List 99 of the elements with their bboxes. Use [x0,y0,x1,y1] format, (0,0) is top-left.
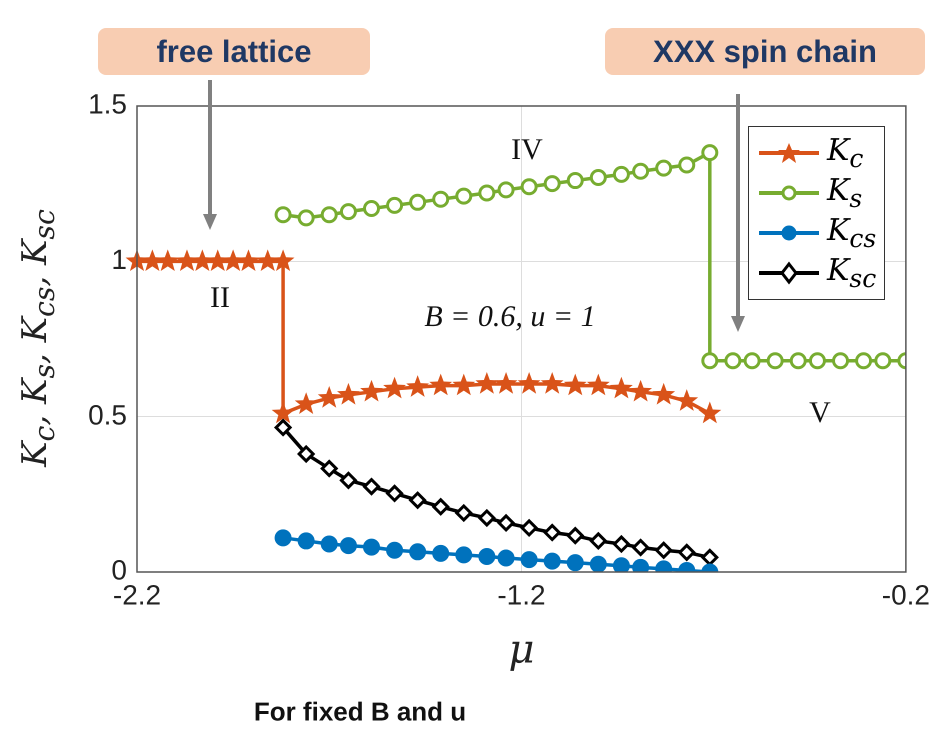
point [340,537,357,554]
point [590,532,607,550]
point [363,200,380,218]
point [340,203,357,220]
point [498,181,515,198]
point [478,509,496,526]
point [855,352,872,370]
point [678,156,696,174]
point [363,478,380,496]
point [298,209,315,226]
point [386,196,404,214]
point [612,557,630,572]
point [629,380,652,402]
point [655,160,672,177]
legend-label: K$_{s}$ [827,173,862,213]
point [590,168,607,186]
point [655,542,672,559]
legend-label: K$_{sc}$ [827,253,876,293]
point [632,538,650,556]
point [432,190,450,208]
point [701,144,718,162]
point [520,178,538,196]
point [701,548,718,566]
point [520,519,538,536]
point [298,532,315,550]
point [455,546,472,564]
text: For fixed B and u [254,696,466,728]
point [566,554,584,572]
point [610,376,633,398]
annotation: V [809,396,831,430]
point [724,352,742,370]
point [320,206,338,224]
y-tick-label: 0.5 [88,399,127,430]
y-tick-label: 1 [111,244,127,276]
y-tick-label: 1.5 [88,88,127,120]
point [274,529,292,546]
point [612,536,630,553]
legend-label: K$_{cs}$ [827,213,876,253]
point [544,175,561,192]
point [632,162,650,180]
point [406,375,430,397]
point [363,538,380,556]
point [652,382,676,405]
point [498,514,515,532]
point [498,550,515,567]
point [518,372,541,394]
point [274,206,292,224]
point [698,402,722,424]
x-tick-label: -0.2 [882,580,930,611]
point [475,372,498,394]
annotation: II [210,281,230,315]
text: free lattice [98,28,370,75]
point [590,556,607,572]
point [478,184,496,202]
point [678,544,696,561]
point [790,352,807,370]
point [337,382,360,405]
point [455,188,472,205]
point [298,445,315,462]
point [320,460,338,478]
point [544,552,561,570]
point [564,374,587,396]
point [744,352,761,370]
point [540,372,564,394]
point [383,376,406,398]
x-axis-title: μ [508,626,534,672]
point [409,543,426,560]
point [701,352,718,370]
point [360,380,383,402]
annotation: B = 0.6, u = 1 [424,300,596,334]
point [808,352,826,370]
point [832,352,850,370]
x-tick-label: -1.2 [497,580,546,611]
point [612,166,630,183]
point [386,542,404,559]
point [766,352,784,370]
point [409,194,426,211]
point [544,524,561,542]
point [318,386,341,408]
point [478,548,496,565]
legend-label: K$_{c}$ [827,133,864,173]
point [452,374,476,396]
point [566,527,584,544]
point [386,484,404,502]
annotation: IV [511,133,543,167]
point [432,544,450,562]
point [429,374,452,396]
point [432,498,450,516]
point [494,372,518,394]
text: XXX spin chain [605,28,925,75]
point [320,536,338,553]
point [274,419,292,436]
point [455,504,472,522]
point [340,472,357,489]
point [566,172,584,190]
point [409,492,426,509]
point [874,352,892,370]
point [520,551,538,568]
point [586,374,610,396]
